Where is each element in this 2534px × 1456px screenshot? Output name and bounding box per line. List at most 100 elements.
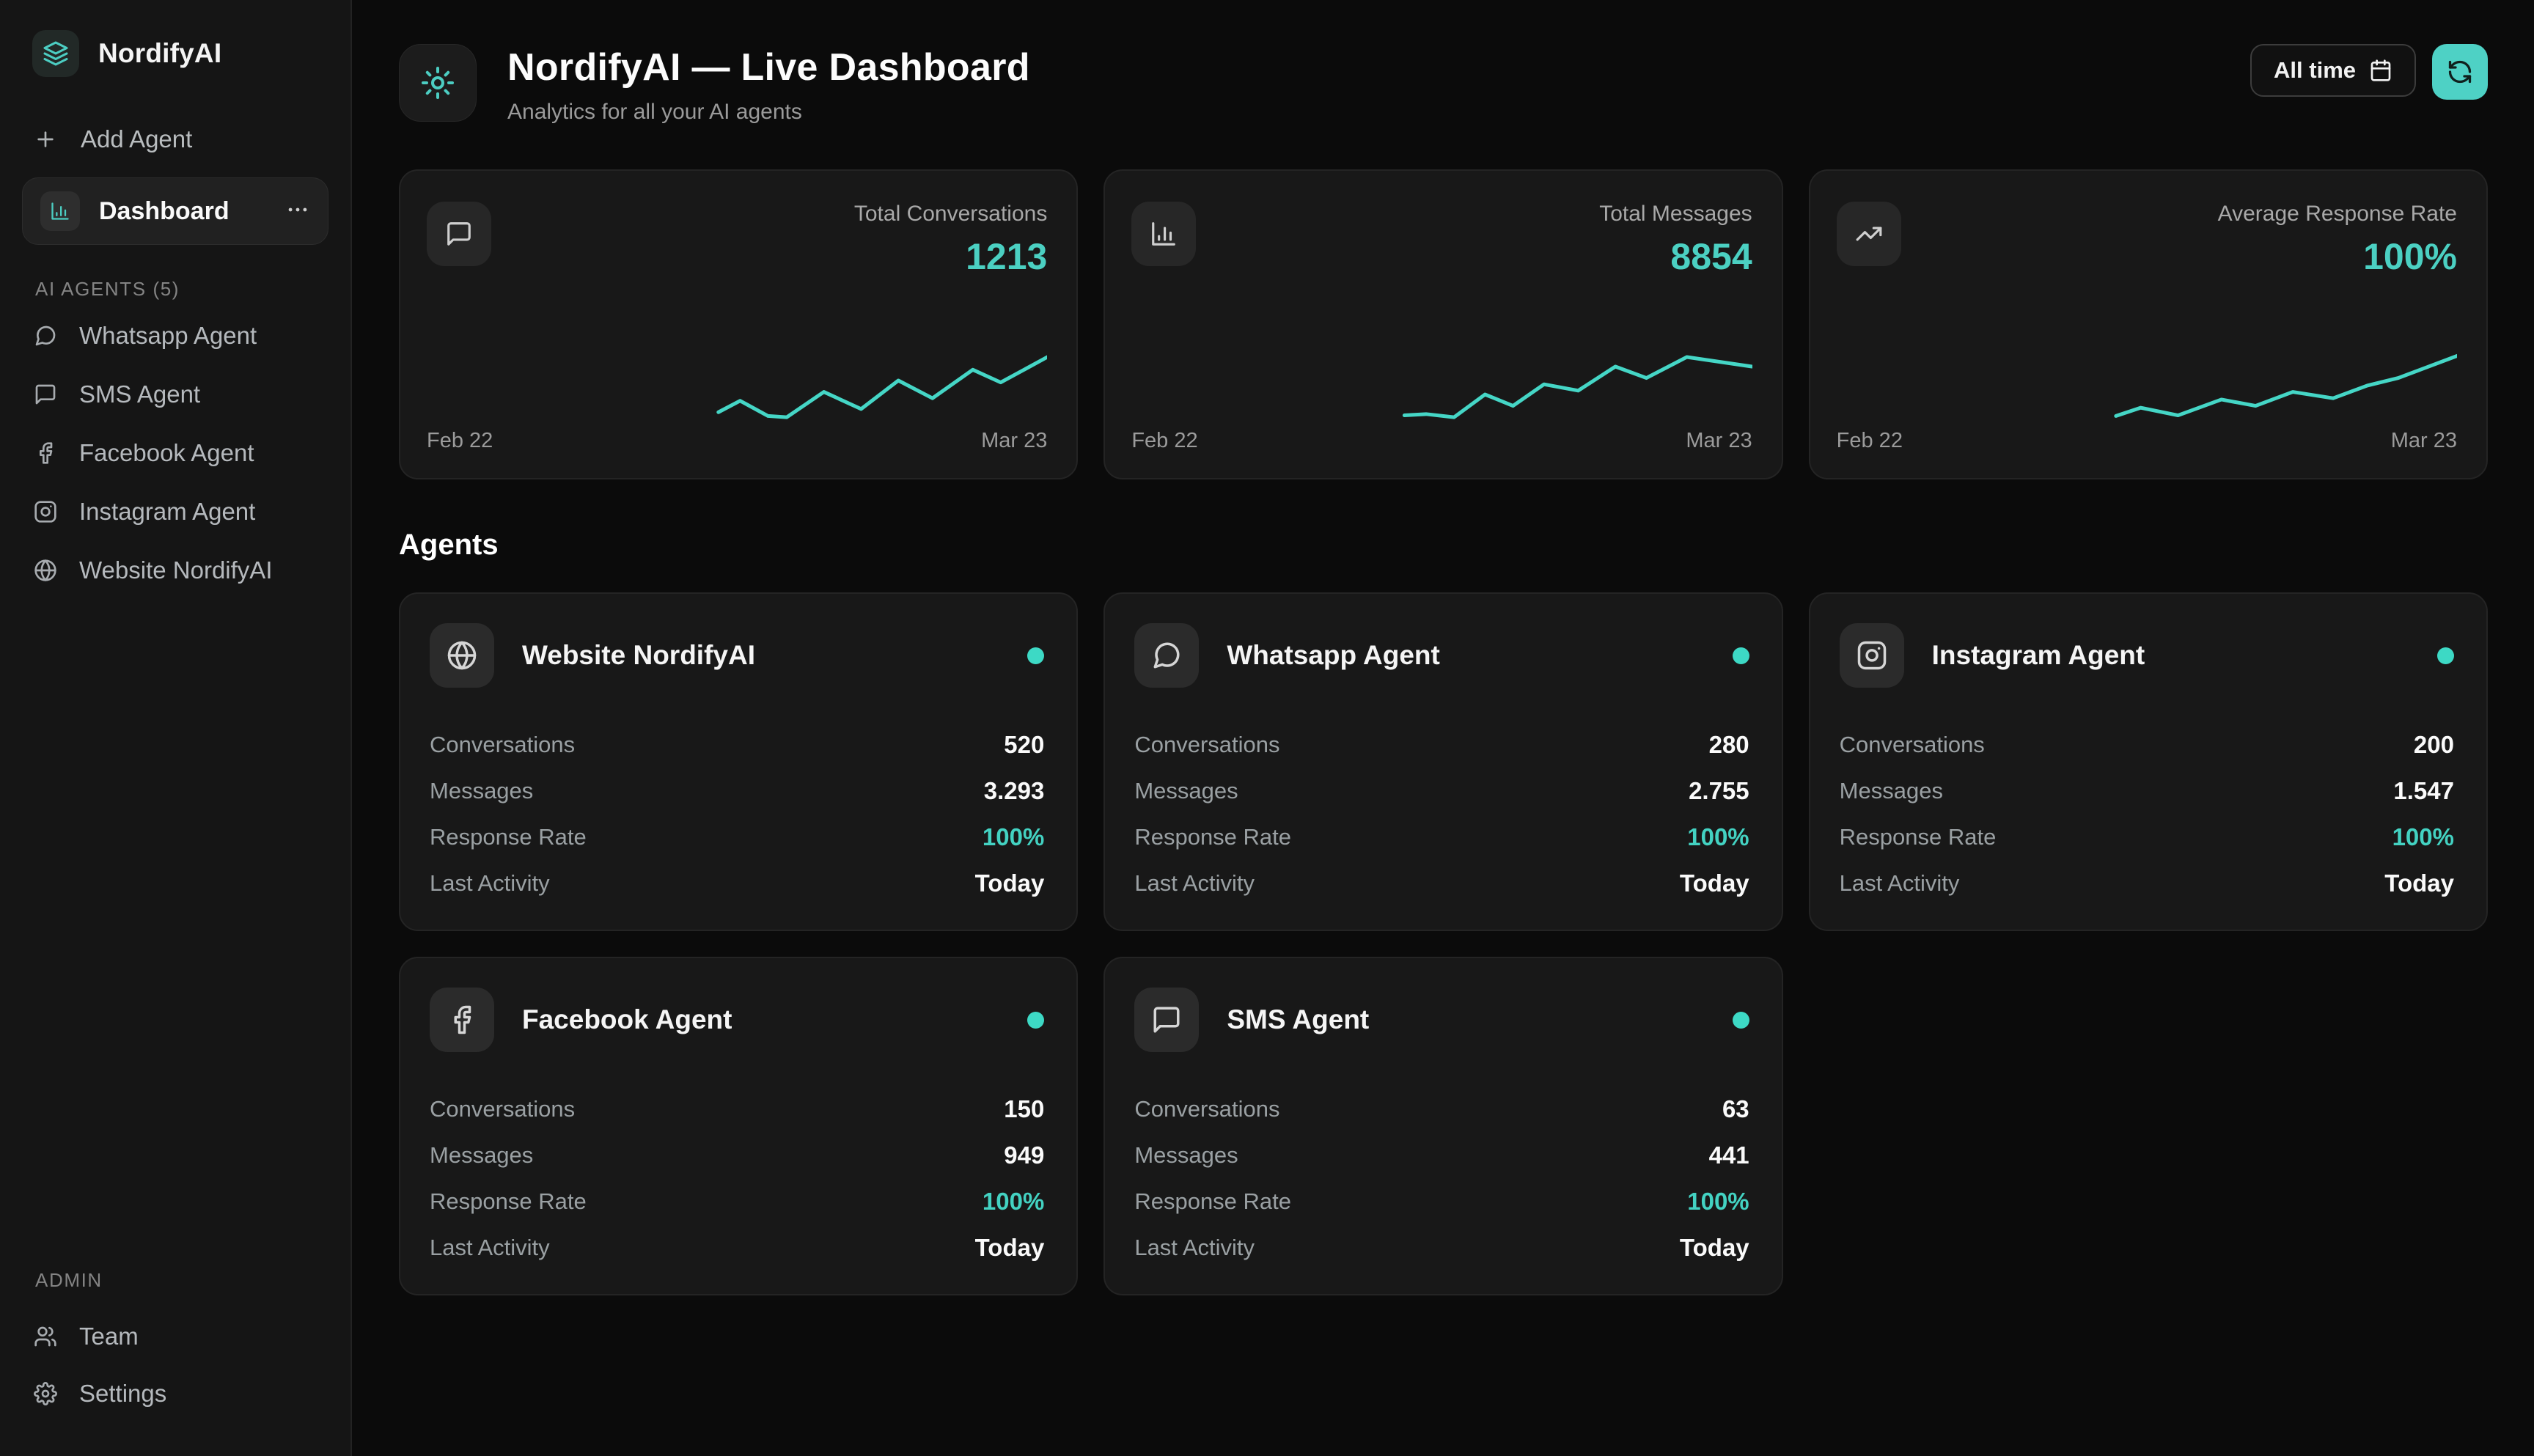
row-value: 3.293: [983, 777, 1045, 804]
ellipsis-icon[interactable]: [285, 197, 310, 226]
sidebar-item-instagram-agent[interactable]: Instagram Agent: [0, 482, 350, 541]
sparkline-date-range: Feb 22 Mar 23: [427, 429, 1047, 453]
start-date: Feb 22: [1131, 429, 1198, 452]
brand-name: NordifyAI: [98, 38, 222, 68]
row-label: Response Rate: [1839, 824, 1997, 850]
sidebar-item-website-nordifyai[interactable]: Website NordifyAI: [0, 541, 350, 600]
row-value: Today: [2384, 869, 2454, 897]
row-value: Today: [974, 869, 1045, 897]
row-label: Response Rate: [430, 1188, 587, 1214]
sidebar-item-label: Instagram Agent: [79, 498, 256, 525]
sidebar-item-dashboard[interactable]: Dashboard: [22, 177, 328, 245]
sidebar-item-sms-agent[interactable]: SMS Agent: [0, 365, 350, 424]
agent-card-website-nordifyai[interactable]: Website NordifyAI Conversations 520 Mess…: [399, 592, 1079, 931]
sparkline-date-range: Feb 22 Mar 23: [1837, 429, 2457, 453]
agent-stat-row: Messages 949: [430, 1141, 1044, 1169]
row-value: 100%: [982, 823, 1045, 850]
row-label: Response Rate: [430, 824, 587, 850]
agent-stats: Conversations 280 Messages 2.755 Respons…: [1134, 731, 1749, 897]
agent-name: Facebook Agent: [522, 1004, 732, 1034]
row-label: Messages: [430, 778, 534, 804]
stat-value: 1213: [966, 236, 1048, 277]
sidebar-item-whatsapp-agent[interactable]: Whatsapp Agent: [0, 306, 350, 365]
row-value: 100%: [982, 1188, 1045, 1215]
row-label: Conversations: [1134, 732, 1280, 757]
agent-stat-row: Last Activity Today: [1134, 869, 1749, 897]
stat-card-header: Total Messages 8854: [1131, 202, 1752, 278]
end-date: Mar 23: [981, 429, 1048, 452]
status-dot: [1027, 1011, 1045, 1029]
row-label: Messages: [1134, 778, 1238, 804]
stat-label: Average Response Rate: [2217, 202, 2457, 226]
row-value: Today: [1679, 1234, 1749, 1261]
instagram-icon: [34, 500, 57, 523]
bar-chart-icon: [40, 191, 80, 231]
agent-card-header: SMS Agent: [1134, 988, 1749, 1052]
sidebar-item-label: SMS Agent: [79, 380, 201, 408]
agent-card-whatsapp-agent[interactable]: Whatsapp Agent Conversations 280 Message…: [1103, 592, 1783, 931]
agent-stat-row: Conversations 520: [430, 731, 1044, 759]
agent-stats: Conversations 200 Messages 1.547 Respons…: [1840, 731, 2454, 897]
row-value: 100%: [2392, 823, 2454, 850]
sidebar-item-settings[interactable]: Settings: [0, 1365, 350, 1422]
add-agent-label: Add Agent: [81, 125, 193, 152]
agent-stat-row: Last Activity Today: [430, 1234, 1044, 1262]
agent-stat-row: Response Rate 100%: [1134, 1188, 1749, 1216]
agent-card-facebook-agent[interactable]: Facebook Agent Conversations 150 Message…: [399, 957, 1079, 1295]
stat-meta: Total Messages 8854: [1599, 202, 1752, 278]
agent-name: SMS Agent: [1227, 1004, 1370, 1034]
row-label: Last Activity: [1134, 1235, 1255, 1260]
start-date: Feb 22: [1836, 429, 1903, 452]
row-label: Response Rate: [1134, 824, 1292, 850]
sidebar-item-label: Whatsapp Agent: [79, 322, 257, 349]
start-date: Feb 22: [427, 429, 493, 452]
gear-icon: [34, 1382, 57, 1405]
stat-meta: Total Conversations 1213: [854, 202, 1047, 278]
sidebar-item-label: Website NordifyAI: [79, 556, 273, 584]
row-value: 200: [2413, 731, 2454, 758]
page-header: NordifyAI — Live Dashboard Analytics for…: [399, 44, 2488, 125]
date-range-button[interactable]: All time: [2250, 44, 2416, 97]
row-label: Last Activity: [1134, 870, 1255, 896]
message-square-icon: [427, 202, 491, 266]
admin-section-label: ADMIN: [35, 1268, 103, 1291]
status-dot: [1732, 1011, 1749, 1029]
sparkline-date-range: Feb 22 Mar 23: [1131, 429, 1752, 453]
row-value: 2.755: [1689, 777, 1749, 804]
agent-card-instagram-agent[interactable]: Instagram Agent Conversations 200 Messag…: [1808, 592, 2488, 931]
layers-icon: [32, 30, 79, 77]
refresh-button[interactable]: [2432, 44, 2488, 100]
row-value: Today: [1679, 869, 1749, 897]
agent-stat-row: Messages 3.293: [430, 777, 1044, 805]
agent-stat-row: Response Rate 100%: [430, 823, 1044, 851]
row-value: 63: [1722, 1095, 1749, 1122]
sidebar-item-team[interactable]: Team: [0, 1308, 350, 1365]
message-square-icon: [1134, 988, 1200, 1052]
message-square-icon: [34, 383, 57, 406]
sidebar-item-label: Facebook Agent: [79, 439, 254, 466]
agents-heading: Agents: [399, 529, 499, 561]
status-dot: [2436, 647, 2454, 664]
facebook-icon: [430, 988, 494, 1052]
row-value: Today: [974, 1234, 1045, 1261]
agent-stat-row: Conversations 150: [430, 1095, 1044, 1123]
row-value: 1.547: [2393, 777, 2454, 804]
sidebar-item-facebook-agent[interactable]: Facebook Agent: [0, 424, 350, 482]
add-agent-button[interactable]: Add Agent: [0, 117, 350, 161]
stat-value: 100%: [2363, 236, 2457, 277]
row-value: 280: [1708, 731, 1749, 758]
sidebar-item-label: Dashboard: [99, 196, 229, 225]
agent-card-header: Facebook Agent: [430, 988, 1045, 1052]
refresh-icon: [2447, 59, 2473, 85]
agent-name: Instagram Agent: [1931, 640, 2145, 670]
row-value: 150: [1004, 1095, 1045, 1122]
status-dot: [1732, 647, 1749, 664]
globe-icon: [430, 623, 494, 688]
agent-stats: Conversations 63 Messages 441 Response R…: [1134, 1095, 1749, 1262]
agent-card-header: Website NordifyAI: [430, 623, 1045, 688]
message-circle-icon: [34, 324, 57, 348]
agent-name: Whatsapp Agent: [1227, 640, 1440, 670]
instagram-icon: [1839, 623, 1904, 688]
agent-card-sms-agent[interactable]: SMS Agent Conversations 63 Messages 441 …: [1103, 957, 1783, 1295]
sidebar-item-label: Team: [79, 1323, 139, 1350]
